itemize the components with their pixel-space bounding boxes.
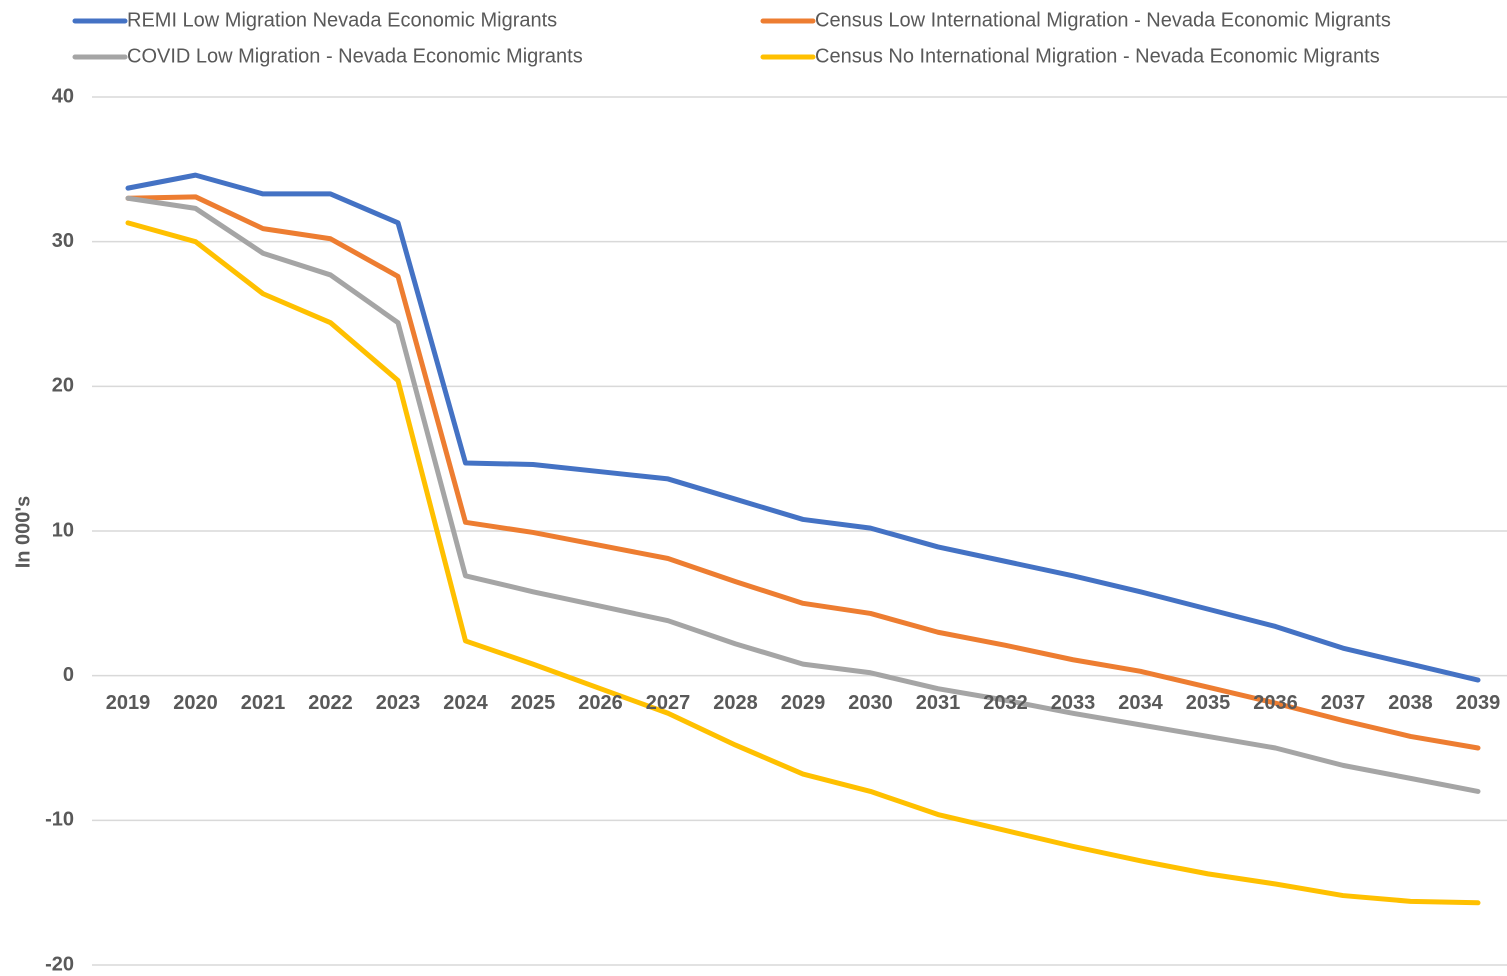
series-line xyxy=(125,194,1481,751)
lines xyxy=(125,172,1481,906)
x-tick-label: 2021 xyxy=(241,692,286,714)
x-tick-label: 2038 xyxy=(1388,692,1433,714)
x-tick-label: 2023 xyxy=(376,692,421,714)
x-tick-label: 2035 xyxy=(1186,692,1231,714)
series-line xyxy=(125,172,1481,683)
x-tick-label: 2029 xyxy=(781,692,826,714)
x-tick-label: 2034 xyxy=(1118,692,1163,714)
y-tick-label: -10 xyxy=(45,809,74,831)
y-tick-label: 20 xyxy=(52,375,74,397)
legend-label: REMI Low Migration Nevada Economic Migra… xyxy=(127,9,557,31)
x-tick-label: 2028 xyxy=(713,692,758,714)
y-axis-label: In 000's xyxy=(12,496,34,569)
y-tick-label: 10 xyxy=(52,519,74,541)
x-tick-label: 2019 xyxy=(106,692,151,714)
grid xyxy=(92,96,1507,966)
x-tick-label: 2027 xyxy=(646,692,691,714)
legend: REMI Low Migration Nevada Economic Migra… xyxy=(72,9,1391,67)
x-tick-label: 2026 xyxy=(578,692,623,714)
y-tick-label: 40 xyxy=(52,85,74,107)
legend-label: Census No International Migration - Neva… xyxy=(815,45,1380,67)
x-tick-label: 2036 xyxy=(1253,692,1298,714)
x-tick-label: 2025 xyxy=(511,692,556,714)
y-tick-label: 30 xyxy=(52,230,74,252)
series-line xyxy=(125,220,1481,906)
x-tick-label: 2032 xyxy=(983,692,1028,714)
x-tick-label: 2039 xyxy=(1456,692,1501,714)
x-tick-label: 2024 xyxy=(443,692,488,714)
x-tick-label: 2037 xyxy=(1321,692,1366,714)
legend-label: COVID Low Migration - Nevada Economic Mi… xyxy=(127,45,583,67)
legend-label: Census Low International Migration - Nev… xyxy=(815,9,1391,31)
x-tick-label: 2031 xyxy=(916,692,961,714)
series-line xyxy=(125,195,1481,794)
x-tick-label: 2030 xyxy=(848,692,893,714)
y-tick-label: -20 xyxy=(45,953,74,975)
x-tick-label: 2020 xyxy=(173,692,218,714)
y-tick-label: 0 xyxy=(63,664,74,686)
x-tick-label: 2033 xyxy=(1051,692,1096,714)
x-tick-label: 2022 xyxy=(308,692,353,714)
